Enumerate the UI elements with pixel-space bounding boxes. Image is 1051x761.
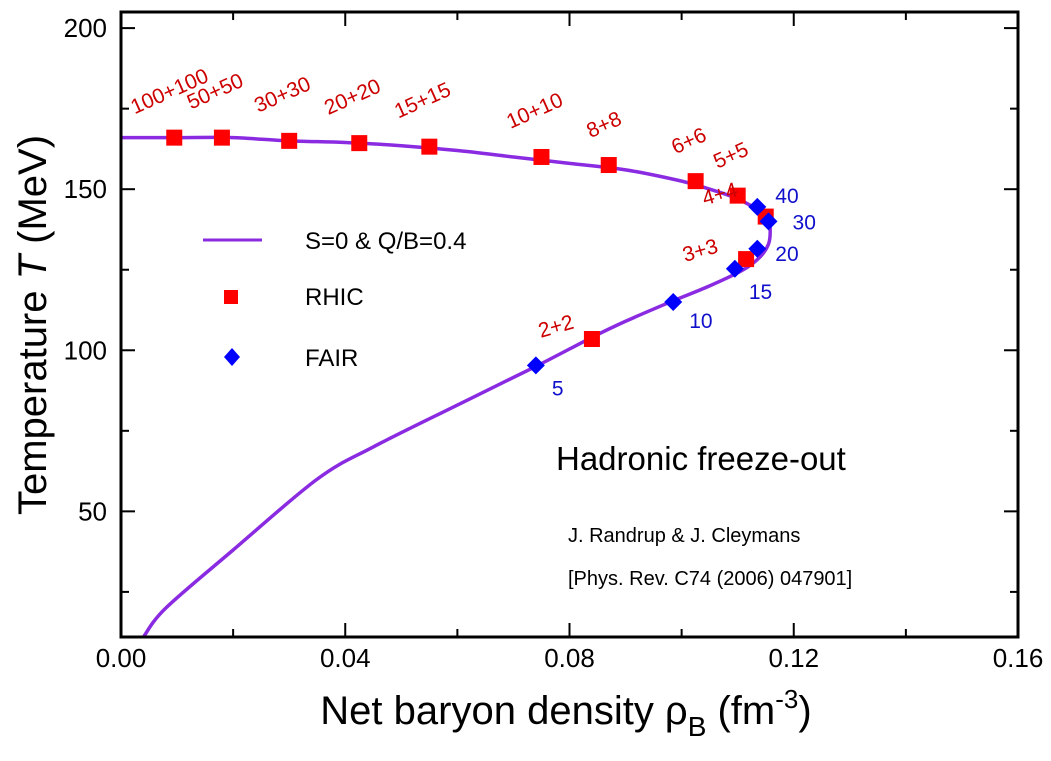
y-tick-label: 200 <box>64 13 107 43</box>
fair-label: 5 <box>552 377 564 400</box>
x-axis-title-unit-close: ) <box>798 689 811 733</box>
x-tick-label: 0.04 <box>320 643 371 673</box>
fair-label: 30 <box>793 211 816 234</box>
fair-marker <box>725 259 744 278</box>
y-axis-title: Temperature T (MeV) <box>11 135 55 515</box>
fair-marker <box>748 239 767 258</box>
rhic-label: 30+30 <box>251 72 314 117</box>
x-axis-title-unit-open: (fm <box>706 689 775 733</box>
rhic-label: 4+4 <box>700 178 741 210</box>
rhic-marker <box>738 251 755 268</box>
rhic-marker <box>600 157 617 174</box>
x-tick-label: 0.12 <box>768 643 819 673</box>
marker-layer <box>166 129 778 375</box>
plot-frame <box>119 10 1020 639</box>
y-axis-title-italic: T <box>11 252 55 279</box>
legend-label-rhic: RHIC <box>305 284 364 311</box>
rhic-marker <box>533 148 550 165</box>
rhic-label: 10+10 <box>503 89 566 134</box>
y-tick-label: 50 <box>78 496 107 526</box>
legend-fair-swatch <box>224 348 240 366</box>
x-tick-label: 0.16 <box>993 643 1044 673</box>
x-axis-title-main: Net baryon density ρ <box>320 689 687 733</box>
fair-marker <box>748 197 767 216</box>
rhic-label: 15+15 <box>391 78 454 123</box>
annotation-title: Hadronic freeze-out <box>556 440 846 477</box>
rhic-label: 2+2 <box>536 311 577 343</box>
fair-marker <box>526 356 545 375</box>
legend-label-fair: FAIR <box>305 345 358 372</box>
x-tick-label: 0.08 <box>544 643 595 673</box>
fair-label: 15 <box>749 281 772 304</box>
rhic-marker <box>281 132 298 149</box>
fair-label: 40 <box>775 185 798 208</box>
fair-marker <box>664 292 683 311</box>
curve-layer <box>121 135 772 639</box>
rhic-label: 5+5 <box>710 138 752 174</box>
x-axis-title: Net baryon density ρB (fm-3) <box>320 684 811 742</box>
rhic-marker <box>729 187 746 204</box>
legend: S=0 & Q/B=0.4 RHIC FAIR <box>203 228 466 372</box>
x-tick-label: 0.00 <box>96 643 147 673</box>
rhic-marker <box>583 330 600 347</box>
legend-rhic-swatch <box>224 290 238 304</box>
annotation-authors: J. Randrup & J. Cleymans <box>568 525 800 547</box>
ticks-layer: 0.00 0.04 0.08 0.12 0.16 50 100 150 200 <box>64 12 1044 673</box>
annotation-reference: [Phys. Rev. C74 (2006) 047901] <box>568 568 852 590</box>
fair-label: 20 <box>775 243 798 266</box>
rhic-label: 3+3 <box>680 235 721 267</box>
x-axis-title-unit-sup: -3 <box>775 684 798 714</box>
rhic-marker <box>421 138 438 155</box>
y-tick-label: 100 <box>64 335 107 365</box>
rhic-label: 6+6 <box>668 123 710 159</box>
rhic-label: 20+20 <box>321 75 384 120</box>
y-axis-title-main: Temperature <box>11 279 55 515</box>
rhic-marker <box>166 129 183 146</box>
rhic-label: 8+8 <box>583 107 625 143</box>
fair-marker <box>759 212 778 231</box>
rhic-marker <box>687 173 704 190</box>
series-line-model <box>121 135 772 639</box>
y-axis-title-unit: (MeV) <box>11 135 55 255</box>
legend-label-model: S=0 & Q/B=0.4 <box>305 228 466 255</box>
y-tick-label: 150 <box>64 174 107 204</box>
rhic-marker <box>213 129 230 146</box>
fair-label: 10 <box>689 310 712 333</box>
x-axis-title-sub: B <box>688 711 707 742</box>
rhic-marker <box>351 135 368 152</box>
